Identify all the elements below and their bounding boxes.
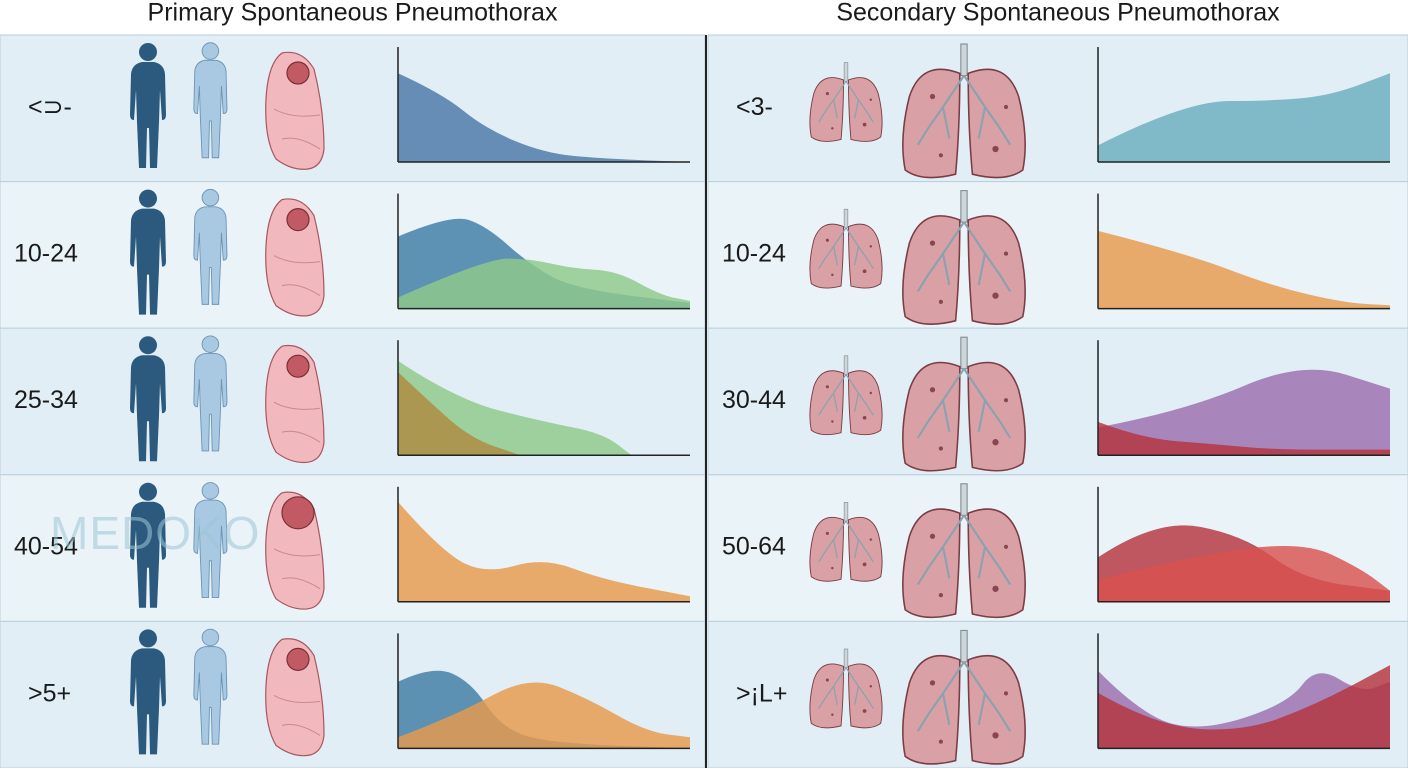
- distribution-area: [398, 682, 690, 749]
- age-label: 10-24: [14, 240, 78, 268]
- distribution-area: [1098, 230, 1390, 309]
- bleb: [286, 208, 310, 232]
- distribution-area: [398, 73, 690, 162]
- age-label: >5+: [28, 679, 71, 707]
- bleb: [286, 647, 310, 672]
- distribution-area: [398, 258, 690, 309]
- distribution-area: [398, 371, 521, 456]
- age-label: >¡L+: [736, 679, 787, 707]
- age-label: 30-44: [722, 386, 786, 414]
- distribution-area: [1098, 665, 1390, 749]
- bleb: [281, 496, 315, 530]
- age-label: 50-64: [722, 533, 786, 561]
- age-label: <⊃-: [28, 93, 72, 121]
- bleb: [286, 354, 310, 378]
- age-label: <3-: [736, 93, 773, 121]
- distribution-area: [398, 501, 690, 602]
- distribution-area: [1098, 369, 1390, 456]
- age-label: 40-54: [14, 533, 78, 561]
- distribution-area: [1098, 545, 1390, 602]
- age-label: 25-34: [14, 386, 78, 414]
- panel-title: Secondary Spontaneous Pneumothorax: [836, 0, 1280, 27]
- bleb: [286, 61, 310, 85]
- distribution-area: [1098, 421, 1390, 456]
- distribution-area: [1098, 73, 1390, 162]
- watermark: MEDOKO: [50, 507, 260, 559]
- age-label: 10-24: [722, 240, 786, 268]
- panel-title: Primary Spontaneous Pneumothorax: [148, 0, 558, 27]
